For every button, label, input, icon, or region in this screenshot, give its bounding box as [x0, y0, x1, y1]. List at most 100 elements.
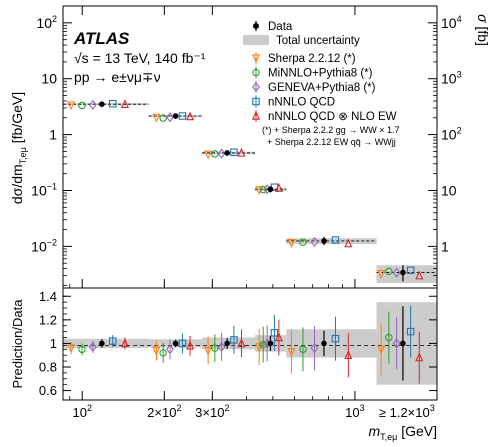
ratio-data-point-bin-0 [99, 340, 105, 347]
y-tick-label-3-base: 10 [31, 182, 47, 198]
ratio-marker-1-bin-0 [78, 345, 86, 354]
x-tick-label-0: 102 [73, 403, 92, 420]
ratio-marker-2-bin-1 [166, 344, 174, 355]
right-y-tick-label-3: 10 [441, 182, 457, 198]
ratio-marker-2-bin-2 [217, 341, 226, 353]
ratio-marker-3-bin-2 [230, 336, 238, 344]
prediction-marker-3-bin-2 [230, 148, 238, 156]
legend-marker-2-icon [252, 81, 260, 93]
right-y-tick-label-2-base: 10 [441, 127, 457, 143]
x-tick-label-0-exp: 2 [87, 403, 92, 413]
prediction-marker-1-bin-0 [78, 101, 86, 110]
uncertainty-swatch [243, 35, 269, 45]
prediction-markers [67, 99, 424, 280]
prediction-marker-4-bin-3 [274, 182, 283, 192]
x-tick-label-3-base: 10 [345, 405, 359, 420]
x-tick-label-3: 103 [345, 403, 364, 420]
ratio-y-tick-label-4: 1.4 [39, 289, 57, 304]
x-tick-label-4-base: ≥ 1.2×10 [379, 405, 430, 420]
ratio-marker-4-bin-5 [415, 352, 424, 362]
prediction-marker-1-bin-4 [299, 238, 307, 246]
legend-label-data: Data [268, 21, 293, 33]
legend: Data Total uncertainty Sherpa 2.2.12 (*)… [243, 21, 400, 147]
y-axis-title: dσ/dmT,eμ [fb/GeV] [9, 92, 28, 204]
legend-series-entries: Sherpa 2.2.12 (*) MiNNLO+Pythia8 (*) GENEV… [251, 52, 397, 123]
prediction-marker-3-bin-1 [178, 112, 187, 120]
legend-marker-4-icon [251, 110, 261, 120]
ratio-x-axis-ticks [69, 391, 356, 400]
ratio-marker-1-bin-4 [299, 345, 307, 354]
right-y-tick-label-1: 103 [441, 70, 462, 87]
y-tick-label-4: 10−2 [31, 237, 57, 254]
y-axis-title-sub: T,eμ [18, 147, 28, 164]
ratio-y-axis-ticks: 0.6 0.8 1 1.2 1.4 [39, 289, 437, 398]
legend-note-line2: + Sherpa 2.2.12 EW qq̄ → WWjj [267, 137, 396, 147]
data-point-bin-1 [172, 113, 179, 119]
prediction-marker-4-bin-0 [120, 99, 129, 108]
energy-luminosity-label: √s = 13 TeV, 140 fb⁻¹ [74, 50, 206, 66]
legend-entry-1: MiNNLO+Pythia8 (*) [252, 66, 373, 80]
x-tick-label-1-base: 2×10 [147, 405, 176, 420]
right-y-tick-label-2: 102 [441, 126, 462, 143]
right-y-tick-label-0-exp: 4 [457, 14, 462, 24]
ratio-marker-4-bin-4 [344, 350, 353, 359]
prediction-marker-2-bin-1 [166, 112, 174, 123]
y-tick-label-3-exp: −1 [47, 181, 57, 191]
data-point-bin-2 [224, 150, 230, 156]
prediction-marker-1-bin-5 [385, 267, 393, 276]
ratio-data-point-bin-3 [267, 340, 274, 347]
legend-label-4: nNNLO QCD ⊗ NLO EW [268, 111, 397, 123]
y-axis-title-unit: [fb/GeV] [9, 92, 25, 147]
data-marker-icon [253, 23, 259, 29]
ratio-y-tick-label-1: 0.8 [39, 359, 57, 374]
y-tick-label-1-base: 10 [41, 71, 57, 87]
prediction-marker-3-bin-0 [108, 99, 117, 108]
x-tick-label-4: ≥ 1.2×103 [379, 403, 435, 420]
ratio-marker-1-bin-2 [211, 344, 219, 352]
y-tick-label-4-exp: −2 [47, 237, 57, 247]
ratio-marker-1-bin-1 [159, 349, 167, 357]
ratio-data-point-bin-4 [321, 340, 327, 347]
ratio-band-bin-4 [286, 329, 377, 358]
ratio-band-bin-0 [63, 338, 149, 349]
legend-label-1: MiNNLO+Pythia8 (*) [268, 68, 373, 80]
y-tick-label-4-base: 10 [31, 238, 47, 254]
x-tick-label-3-exp: 3 [360, 403, 365, 413]
legend-entry-uncertainty: Total uncertainty [243, 35, 360, 47]
ratio-marker-0-bin-2 [204, 346, 213, 356]
experiment-label: ATLAS [73, 29, 130, 48]
ratio-y-tick-label-3: 1.2 [39, 312, 57, 327]
ratio-marker-4-bin-1 [186, 340, 195, 350]
right-y-tick-label-3-base: 10 [441, 182, 457, 198]
legend-label-uncertainty: Total uncertainty [276, 35, 360, 47]
prediction-marker-0-bin-2 [204, 150, 213, 160]
ratio-y-tick-label-2: 1 [50, 336, 57, 351]
ratio-marker-2-bin-0 [88, 341, 97, 353]
x-axis-title-unit: [GeV] [397, 423, 437, 439]
data-point-bin-0 [99, 101, 105, 107]
prediction-marker-2-bin-2 [217, 148, 226, 159]
y-axis-title-main: dσ/dm [9, 164, 25, 204]
ratio-marker-3-bin-0 [108, 337, 117, 345]
ratio-marker-2-bin-5 [392, 338, 401, 349]
ratio-band-bin-5 [376, 302, 437, 385]
x-axis-title-main: m [368, 423, 380, 439]
right-y-axis-title-unit: [fb] [475, 23, 491, 46]
legend-note-line1: (*) + Sherpa 2.2.2 gg → WW × 1.7 [262, 125, 400, 135]
data-point-bin-3 [267, 186, 274, 193]
prediction-marker-1-bin-3 [259, 185, 267, 194]
x-tick-label-1-exp: 2 [176, 403, 181, 413]
prediction-marker-1-bin-1 [159, 114, 167, 122]
y-tick-label-3: 10−1 [31, 181, 57, 198]
ratio-marker-0-bin-1 [152, 346, 161, 356]
x-tick-label-2-base: 3×10 [195, 405, 224, 420]
prediction-marker-4-bin-2 [237, 147, 246, 157]
prediction-marker-4-bin-1 [186, 111, 195, 121]
prediction-marker-2-bin-5 [392, 267, 401, 278]
ratio-marker-3-bin-4 [331, 334, 340, 343]
y-tick-label-2-base: 1 [49, 127, 57, 143]
ratio-marker-4-bin-2 [237, 338, 246, 348]
